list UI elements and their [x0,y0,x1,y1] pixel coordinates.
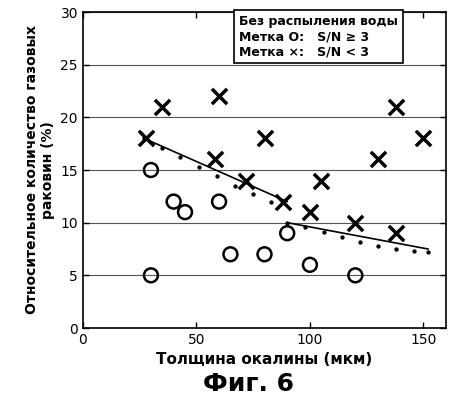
Point [392,230,399,236]
Point [283,230,290,236]
Point [410,247,417,254]
Point [260,135,268,142]
Point [337,234,345,240]
Point [317,177,324,184]
Point [249,191,256,198]
Point [210,156,218,163]
Point [215,93,222,100]
Point [301,224,308,231]
Point [351,220,358,226]
Point [355,238,363,245]
Point [158,104,166,110]
Text: Без распыления воды
Метка O:   S/N ≥ 3
Метка ×:   S/N < 3: Без распыления воды Метка O: S/N ≥ 3 Мет… [239,15,397,58]
Point [147,167,154,173]
Point [319,229,326,235]
Point [231,183,238,189]
Point [351,272,358,278]
Point [306,209,313,215]
Point [278,198,285,205]
Text: Фиг. 6: Фиг. 6 [202,372,293,396]
Point [306,262,313,268]
Point [267,198,274,205]
X-axis label: Толщина окалины (мкм): Толщина окалины (мкм) [156,352,372,368]
Point [260,251,268,258]
Point [195,164,202,170]
Point [176,154,184,160]
Point [140,135,147,142]
Point [374,156,381,163]
Point [419,135,426,142]
Point [142,135,150,142]
Point [215,198,222,205]
Point [147,272,154,278]
Point [283,220,290,226]
Point [374,243,381,250]
Y-axis label: Относительное количество газовых
раковин (%): Относительное количество газовых раковин… [24,26,55,314]
Point [170,198,177,205]
Point [424,248,431,255]
Point [181,209,188,215]
Point [226,251,234,258]
Point [242,177,250,184]
Point [213,173,220,180]
Point [392,104,399,110]
Point [158,145,166,151]
Point [392,246,399,252]
